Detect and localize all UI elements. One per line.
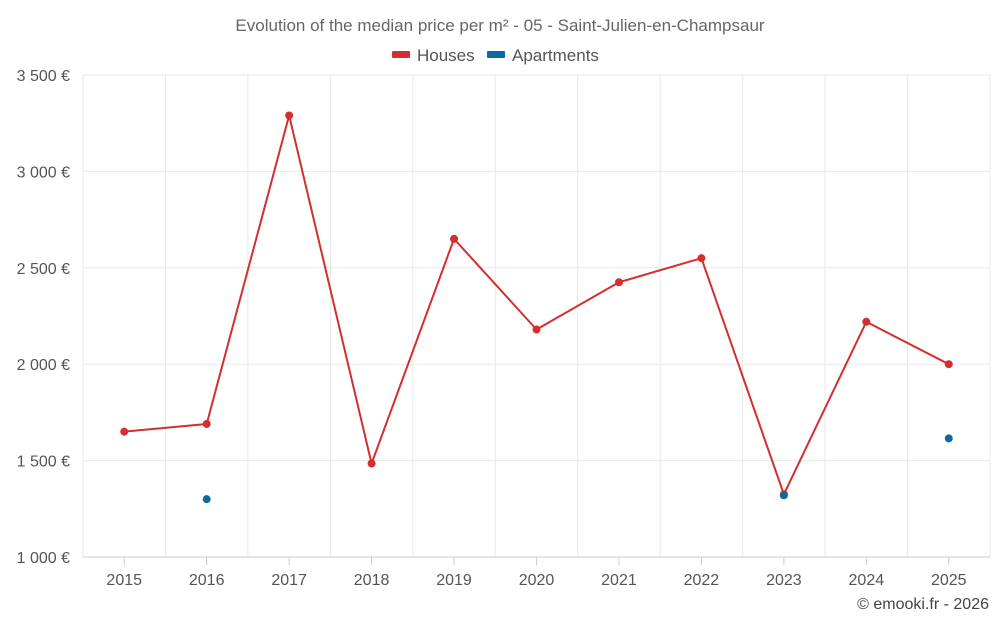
data-point-houses[interactable]	[944, 360, 953, 369]
legend-swatch-apartments	[487, 51, 505, 58]
y-tick-label: 2 500 €	[17, 261, 70, 278]
x-tick-label: 2020	[519, 572, 555, 589]
data-point-houses[interactable]	[532, 325, 541, 334]
x-tick-label: 2017	[271, 572, 307, 589]
y-tick-label: 3 000 €	[17, 164, 70, 181]
y-tick-label: 2 000 €	[17, 357, 70, 374]
y-tick-label: 1 000 €	[17, 550, 70, 567]
legend-item-apartments[interactable]: Apartments	[487, 46, 599, 65]
data-point-apartments[interactable]	[944, 434, 953, 443]
legend-label-apartments: Apartments	[512, 46, 599, 65]
series	[120, 111, 953, 504]
x-tick-label: 2024	[849, 572, 885, 589]
data-point-houses[interactable]	[450, 234, 459, 243]
y-tick-label: 1 500 €	[17, 454, 70, 471]
legend-label-houses: Houses	[417, 46, 475, 65]
x-tick-label: 2021	[601, 572, 637, 589]
x-tick-label: 2022	[684, 572, 720, 589]
data-point-apartments[interactable]	[202, 495, 211, 504]
data-point-houses[interactable]	[614, 278, 623, 287]
axes: 1 000 € 1 500 € 2 000 € 2 500 € 3 000 € 3 500…	[17, 68, 967, 589]
x-tick-label: 2025	[931, 572, 967, 589]
data-point-apartments[interactable]	[779, 491, 788, 500]
x-tick-label: 2019	[436, 572, 472, 589]
x-tick-label: 2023	[766, 572, 802, 589]
series-houses	[120, 111, 953, 499]
series-apartments	[202, 434, 953, 504]
x-tick-label: 2016	[189, 572, 225, 589]
data-point-houses[interactable]	[120, 427, 129, 436]
data-point-houses[interactable]	[367, 459, 376, 468]
y-tick-label: 3 500 €	[17, 68, 70, 85]
data-point-houses[interactable]	[202, 419, 211, 428]
x-tick-label: 2015	[106, 572, 142, 589]
data-point-houses[interactable]	[285, 111, 294, 120]
copyright-text: © emooki.fr - 2026	[857, 596, 989, 613]
legend[interactable]: Houses Apartments	[392, 46, 599, 65]
data-point-houses[interactable]	[862, 317, 871, 326]
x-tick-label: 2018	[354, 572, 390, 589]
chart-title: Evolution of the median price per m² - 0…	[235, 16, 764, 35]
data-point-houses[interactable]	[697, 254, 706, 263]
legend-swatch-houses	[392, 51, 410, 58]
legend-item-houses[interactable]: Houses	[392, 46, 475, 65]
grid	[82, 74, 991, 558]
